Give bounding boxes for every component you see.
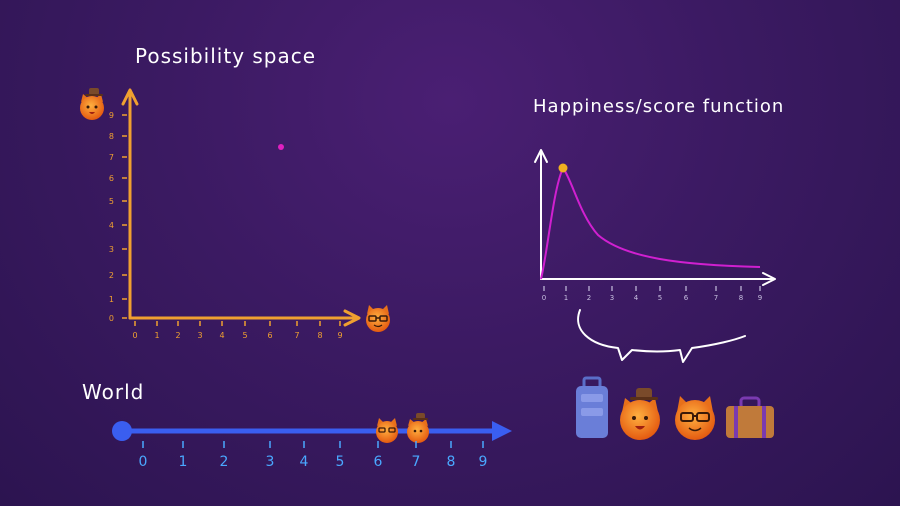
y-tick-label: 8 — [109, 132, 114, 141]
y-tick-label: 6 — [109, 174, 114, 183]
world-cat-with-glasses-icon — [376, 418, 398, 443]
cat-with-hat-icon — [80, 88, 104, 120]
x-tick-label: 9 — [758, 294, 762, 302]
world-tick-label: 6 — [374, 454, 383, 470]
world-tick-label: 5 — [336, 454, 345, 470]
world-tick-label: 1 — [179, 454, 188, 470]
x-tick-label: 3 — [610, 294, 614, 302]
x-tick-label: 0 — [542, 294, 546, 302]
briefcase-icon — [726, 396, 774, 438]
x-tick-label: 3 — [197, 331, 202, 340]
y-tick-label: 9 — [109, 111, 114, 120]
world-number-line — [112, 421, 512, 441]
cat-with-hat-icon — [620, 388, 660, 440]
world-tick-label: 0 — [139, 454, 148, 470]
world-tick-label: 7 — [412, 454, 421, 470]
x-tick-label: 6 — [267, 331, 272, 340]
y-tick-label: 5 — [109, 197, 114, 206]
x-tick-label: 5 — [242, 331, 247, 340]
y-tick-label: 1 — [109, 295, 114, 304]
x-tick-label: 8 — [739, 294, 743, 302]
world-ticks: 0 1 2 3 4 5 6 7 8 9 — [139, 441, 488, 470]
world-title: World — [82, 380, 145, 404]
possibility-space-title: Possibility space — [135, 44, 317, 68]
y-tick-label: 7 — [109, 153, 114, 162]
world-tick-label: 8 — [447, 454, 456, 470]
cat-with-glasses-icon — [366, 305, 390, 332]
x-tick-label: 0 — [132, 331, 137, 340]
y-tick-label: 2 — [109, 271, 114, 280]
y-tick-label: 4 — [109, 221, 114, 230]
x-tick-label: 2 — [175, 331, 180, 340]
x-tick-label: 8 — [317, 331, 322, 340]
x-tick-label: 7 — [294, 331, 299, 340]
x-tick-label: 5 — [658, 294, 662, 302]
y-tick-label: 3 — [109, 245, 114, 254]
world-tick-label: 3 — [266, 454, 275, 470]
x-tick-label: 7 — [714, 294, 718, 302]
possibility-y-ticks: 0 1 2 3 4 5 6 7 8 9 — [109, 111, 127, 323]
happiness-curve — [540, 166, 761, 280]
speech-bubble-outline — [577, 309, 746, 363]
possibility-point — [278, 144, 284, 150]
happiness-axes — [534, 149, 776, 286]
world-tick-label: 2 — [220, 454, 229, 470]
world-cat-with-hat-icon — [407, 413, 429, 443]
x-tick-label: 9 — [337, 331, 342, 340]
cat-with-glasses-icon — [675, 396, 715, 440]
y-tick-label: 0 — [109, 314, 114, 323]
happiness-x-ticks: 0 1 2 3 4 5 6 7 8 9 — [542, 286, 762, 302]
x-tick-label: 6 — [684, 294, 689, 302]
possibility-x-ticks: 0 1 2 3 4 5 6 7 8 9 — [132, 321, 343, 340]
world-tick-label: 4 — [300, 454, 309, 470]
happiness-peak-point — [558, 163, 568, 173]
x-tick-label: 2 — [587, 294, 591, 302]
x-tick-label: 4 — [219, 331, 224, 340]
x-tick-label: 4 — [634, 294, 639, 302]
happiness-function-title: Happiness/score function — [533, 96, 785, 117]
suitcase-icon — [576, 376, 608, 438]
x-tick-label: 1 — [154, 331, 159, 340]
possibility-axes — [121, 88, 361, 327]
world-tick-label: 9 — [479, 454, 488, 470]
x-tick-label: 1 — [564, 294, 568, 302]
